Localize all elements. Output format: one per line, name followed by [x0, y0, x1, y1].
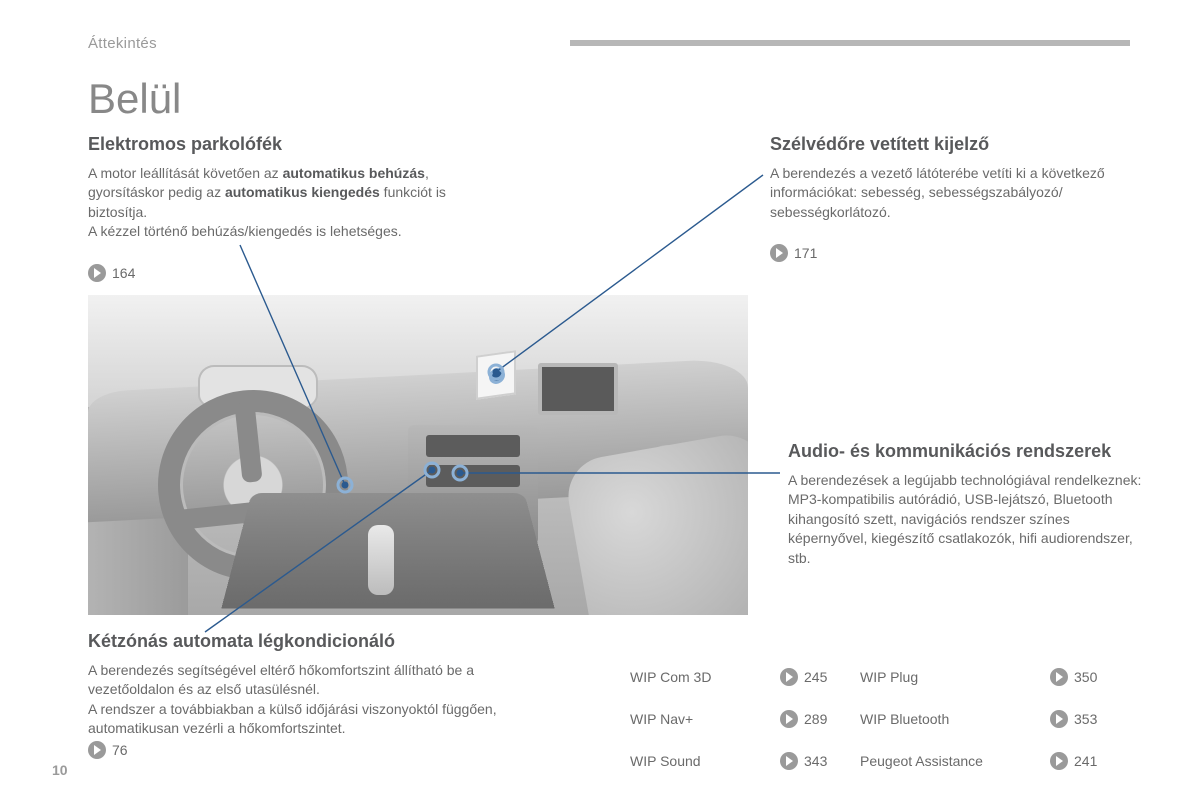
callout-audio: Audio- és kommunikációs rendszerek A ber… — [788, 440, 1148, 568]
pageref-system[interactable]: 241 — [1050, 752, 1097, 770]
page-title: Belül — [88, 75, 181, 123]
callout-climate-title: Kétzónás automata légkondicionáló — [88, 630, 508, 653]
callout-climate-body1: A berendezés segítségével eltérő hőkomfo… — [88, 661, 508, 700]
pageref-num: 353 — [1074, 711, 1097, 727]
callout-parking-body2: A kézzel történő behúzás/kiengedés is le… — [88, 222, 488, 242]
play-circle-icon — [780, 752, 798, 770]
play-circle-icon — [88, 264, 106, 282]
pageref-num: 241 — [1074, 753, 1097, 769]
system-name: WIP Sound — [630, 753, 780, 769]
systems-grid: WIP Com 3D 245 WIP Plug 350 WIP Nav+ 289 WIP B… — [630, 656, 1150, 782]
t: automatikus kiengedés — [225, 184, 380, 200]
pageref-system[interactable]: 353 — [1050, 710, 1097, 728]
play-circle-icon — [1050, 668, 1068, 686]
pageref-num: 76 — [112, 742, 128, 758]
callout-climate-body2: A rendszer a továbbiakban a külső időjár… — [88, 700, 508, 739]
callout-hud-title: Szélvédőre vetített kijelző — [770, 133, 1140, 156]
pageref-num: 245 — [804, 669, 827, 685]
system-name: WIP Nav+ — [630, 711, 780, 727]
callout-hud: Szélvédőre vetített kijelző A berendezés… — [770, 133, 1140, 267]
system-name: WIP Com 3D — [630, 669, 780, 685]
system-name: Peugeot Assistance — [860, 753, 1050, 769]
play-circle-icon — [1050, 710, 1068, 728]
play-circle-icon — [780, 668, 798, 686]
pageref-climate[interactable]: 76 — [88, 741, 128, 759]
callout-climate: Kétzónás automata légkondicionáló A bere… — [88, 630, 508, 764]
play-circle-icon — [770, 244, 788, 262]
pageref-hud[interactable]: 171 — [770, 244, 817, 262]
callout-hud-body: A berendezés a vezető látóterébe vetíti … — [770, 164, 1140, 223]
systems-row: WIP Nav+ 289 WIP Bluetooth 353 — [630, 698, 1150, 740]
play-circle-icon — [1050, 752, 1068, 770]
system-name: WIP Bluetooth — [860, 711, 1050, 727]
system-name: WIP Plug — [860, 669, 1050, 685]
callout-audio-body: A berendezések a legújabb technológiával… — [788, 471, 1148, 569]
pageref-num: 164 — [112, 265, 135, 281]
pageref-parking[interactable]: 164 — [88, 264, 135, 282]
t: A motor leállítását követően az — [88, 165, 283, 181]
play-circle-icon — [88, 741, 106, 759]
pageref-system[interactable]: 350 — [1050, 668, 1097, 686]
callout-parking-title: Elektromos parkolófék — [88, 133, 488, 156]
pageref-system[interactable]: 289 — [780, 710, 827, 728]
pageref-system[interactable]: 343 — [780, 752, 827, 770]
section-label: Áttekintés — [88, 35, 157, 52]
pageref-system[interactable]: 245 — [780, 668, 827, 686]
pageref-num: 343 — [804, 753, 827, 769]
systems-row: WIP Com 3D 245 WIP Plug 350 — [630, 656, 1150, 698]
callout-audio-title: Audio- és kommunikációs rendszerek — [788, 440, 1148, 463]
pageref-num: 171 — [794, 245, 817, 261]
page-number: 10 — [52, 762, 68, 778]
systems-row: WIP Sound 343 Peugeot Assistance 241 — [630, 740, 1150, 782]
t: automatikus behúzás — [283, 165, 425, 181]
pageref-num: 289 — [804, 711, 827, 727]
dashboard-illustration — [88, 295, 748, 615]
callout-parking: Elektromos parkolófék A motor leállításá… — [88, 133, 488, 287]
header-rule — [570, 40, 1130, 46]
pageref-num: 350 — [1074, 669, 1097, 685]
play-circle-icon — [780, 710, 798, 728]
callout-parking-body: A motor leállítását követően az automati… — [88, 164, 488, 223]
